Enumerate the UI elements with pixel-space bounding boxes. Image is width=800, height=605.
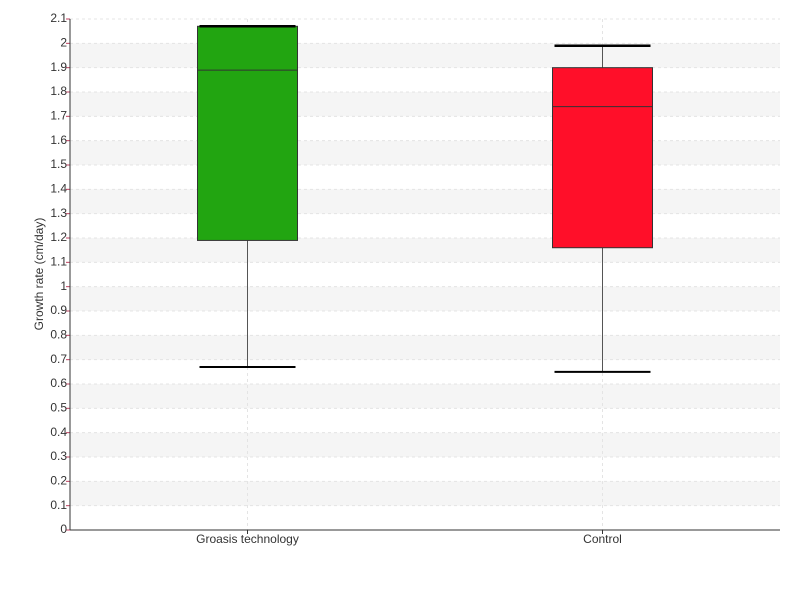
grid-band [70, 481, 780, 506]
y-tick-label: 1.5 [50, 157, 67, 171]
y-tick-label: 0.4 [50, 425, 67, 439]
x-tick-label: Control [583, 532, 622, 546]
grid-band [70, 189, 780, 214]
grid-band [70, 384, 780, 409]
y-tick-label: 1.2 [50, 230, 67, 244]
grid-band [70, 286, 780, 311]
y-tick-label: 1.3 [50, 206, 67, 220]
y-tick-label: 1.7 [50, 109, 67, 123]
y-tick-label: 2.1 [50, 11, 67, 25]
y-tick-label: 0.1 [50, 498, 67, 512]
y-tick-label: 0.6 [50, 376, 67, 390]
y-axis-label: Growth rate (cm/day) [32, 218, 46, 331]
y-tick-label: 1.8 [50, 84, 67, 98]
box [197, 25, 298, 241]
y-tick-label: 0.2 [50, 474, 67, 488]
grid-band [70, 92, 780, 117]
y-tick-label: 0.7 [50, 352, 67, 366]
grid-band [70, 432, 780, 457]
y-tick-label: 0.3 [50, 449, 67, 463]
y-tick-label: 1.1 [50, 255, 67, 269]
y-tick-label: 1 [60, 279, 67, 293]
y-tick-label: 2 [60, 36, 67, 50]
grid-band [70, 335, 780, 360]
grid-band [70, 140, 780, 165]
y-tick-label: 1.4 [50, 182, 67, 196]
y-tick-label: 0.5 [50, 401, 67, 415]
y-tick-label: 1.6 [50, 133, 67, 147]
y-tick-label: 1.9 [50, 60, 67, 74]
x-tick-label: Groasis technology [196, 532, 299, 546]
y-tick-label: 0.9 [50, 303, 67, 317]
grid-band [70, 238, 780, 263]
y-tick-label: 0 [60, 522, 67, 536]
y-tick-label: 0.8 [50, 328, 67, 342]
grid-band [70, 43, 780, 68]
box [552, 67, 653, 249]
